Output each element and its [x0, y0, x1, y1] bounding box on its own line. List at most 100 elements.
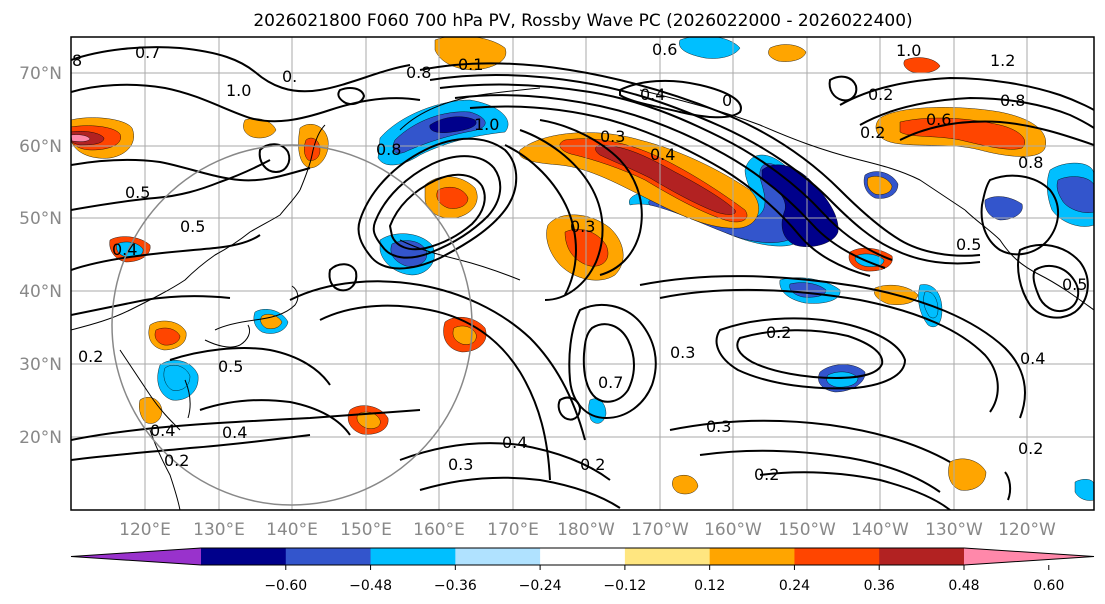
pv-contour-line — [328, 263, 358, 292]
contour-label: 0.5 — [1062, 275, 1087, 294]
pv-contour-line — [568, 303, 657, 420]
pv-anomaly-patch — [899, 117, 1025, 150]
pv-anomaly-patch — [304, 137, 321, 161]
map-title: 2026021800 F060 700 hPa PV, Rossby Wave … — [253, 11, 912, 31]
contour-label: 0.2 — [868, 85, 893, 104]
pv-contour-line — [258, 143, 291, 174]
contour-label: 0.8 — [376, 140, 401, 159]
lon-label: 170°W — [631, 520, 689, 540]
colorbar-tick-label: −0.60 — [264, 578, 307, 594]
colorbar-tick-label: 0.60 — [1033, 578, 1064, 594]
contour-label: 0.5 — [125, 183, 150, 202]
contour-label: 0.3 — [600, 127, 625, 146]
pv-anomaly-patch — [679, 37, 741, 59]
contour-label: 0 — [722, 91, 732, 110]
latitude-labels: 70°N 60°N 50°N 40°N 30°N 20°N — [19, 64, 62, 448]
pv-contour-line — [828, 75, 858, 102]
lon-label: 160°W — [704, 520, 762, 540]
pv-contour-line — [469, 105, 871, 277]
pv-contour-line — [337, 87, 366, 105]
colorbar-segment — [455, 548, 541, 565]
contour-label: 0.5 — [956, 235, 981, 254]
pv-contour-line — [289, 280, 586, 441]
pv-contour-line — [980, 174, 1059, 256]
contour-label: 0.8 — [1000, 91, 1025, 110]
pv-contour-line — [319, 304, 551, 481]
contour-label: 0.4 — [222, 423, 247, 442]
contour-label: 1.0 — [474, 115, 499, 134]
contour-label: 0.5 — [218, 357, 243, 376]
colorbar-segment — [879, 548, 965, 565]
contour-label: 0.2 — [78, 347, 103, 366]
contour-label: 0. — [282, 67, 297, 86]
pv-contour-line — [169, 347, 331, 386]
colorbar-segment — [624, 548, 711, 565]
pv-contour-line — [715, 317, 907, 390]
colorbar-segment — [285, 548, 372, 565]
lon-label: 120°W — [998, 520, 1056, 540]
pv-contour-line — [439, 83, 893, 261]
contour-label: 0.4 — [640, 85, 665, 104]
colorbar-tick-label: 0.12 — [694, 578, 725, 594]
colorbar-tick-label: 0.24 — [779, 578, 810, 594]
pv-anomaly-patch — [984, 196, 1023, 221]
pv-contour-line — [429, 73, 981, 265]
contour-label: 0.2 — [1018, 439, 1043, 458]
contour-label: 0.8 — [406, 63, 431, 82]
pv-contour-line — [419, 476, 621, 509]
contour-label: 0.3 — [706, 417, 731, 436]
contour-label: 0.7 — [598, 373, 623, 392]
pv-contour-line — [639, 275, 1026, 419]
pv-anomaly-patch — [826, 371, 859, 388]
pv-anomaly-patch — [768, 44, 807, 62]
contour-label: 0.2 — [580, 455, 605, 474]
pv-contours — [71, 46, 1094, 510]
colorbar-segment — [540, 548, 626, 565]
colorbar-tick-label: −0.12 — [603, 578, 646, 594]
pv-contour-line — [454, 94, 886, 269]
colorbar-extend-low — [71, 548, 201, 565]
contour-label: 1.0 — [226, 81, 251, 100]
pv-contour-line — [504, 144, 577, 296]
colorbar-extend-high — [964, 548, 1094, 565]
lat-label: 40°N — [19, 282, 62, 302]
longitude-labels: 120°E 130°E 140°E 150°E 160°E 170°E 180°… — [119, 520, 1056, 540]
pv-anomaly-patch — [154, 327, 181, 346]
pv-contour-line — [71, 295, 231, 316]
lon-label: 160°E — [413, 520, 465, 540]
colorbar: −0.60 −0.48 −0.36 −0.24 −0.12 0.12 0.24 0.36 0.4… — [70, 547, 1095, 594]
colorbar-outline — [70, 547, 1095, 566]
lon-label: 150°E — [340, 520, 392, 540]
pv-contour-line — [1032, 264, 1080, 312]
lon-label: 150°W — [778, 520, 836, 540]
lon-label: 140°E — [266, 520, 318, 540]
pv-anomaly-patch — [1074, 479, 1094, 501]
contour-label: 0.7 — [135, 43, 160, 62]
lon-label: 120°E — [119, 520, 171, 540]
pv-contour-line — [357, 137, 518, 270]
colorbar-segment — [201, 548, 287, 565]
pv-anomaly-patch — [1056, 176, 1094, 213]
contour-label: 0.6 — [926, 110, 951, 129]
colorbar-segment — [709, 548, 795, 565]
lon-label: 170°E — [487, 520, 539, 540]
pv-anomaly-patch — [903, 57, 941, 74]
lat-label: 30°N — [19, 355, 62, 375]
lat-label: 60°N — [19, 137, 62, 157]
pv-contour-line — [899, 120, 1094, 146]
pv-contour-line — [71, 409, 421, 441]
pv-contour-line — [519, 129, 604, 301]
contour-label: 0.3 — [570, 217, 595, 236]
pv-contour-line — [399, 442, 611, 481]
colorbar-segment — [370, 548, 456, 565]
lon-label: 130°E — [193, 520, 245, 540]
pv-contour-line — [388, 173, 486, 251]
pv-contour-line — [539, 119, 643, 276]
pv-contour-line — [659, 288, 999, 413]
colorbar-segment — [794, 548, 880, 565]
contour-label: 0.8 — [1018, 153, 1043, 172]
colorbar-tick-label: −0.48 — [349, 578, 392, 594]
contour-label: 0.4 — [150, 421, 175, 440]
pv-anomaly-shading — [71, 37, 1094, 501]
pv-contour-line — [199, 399, 351, 436]
